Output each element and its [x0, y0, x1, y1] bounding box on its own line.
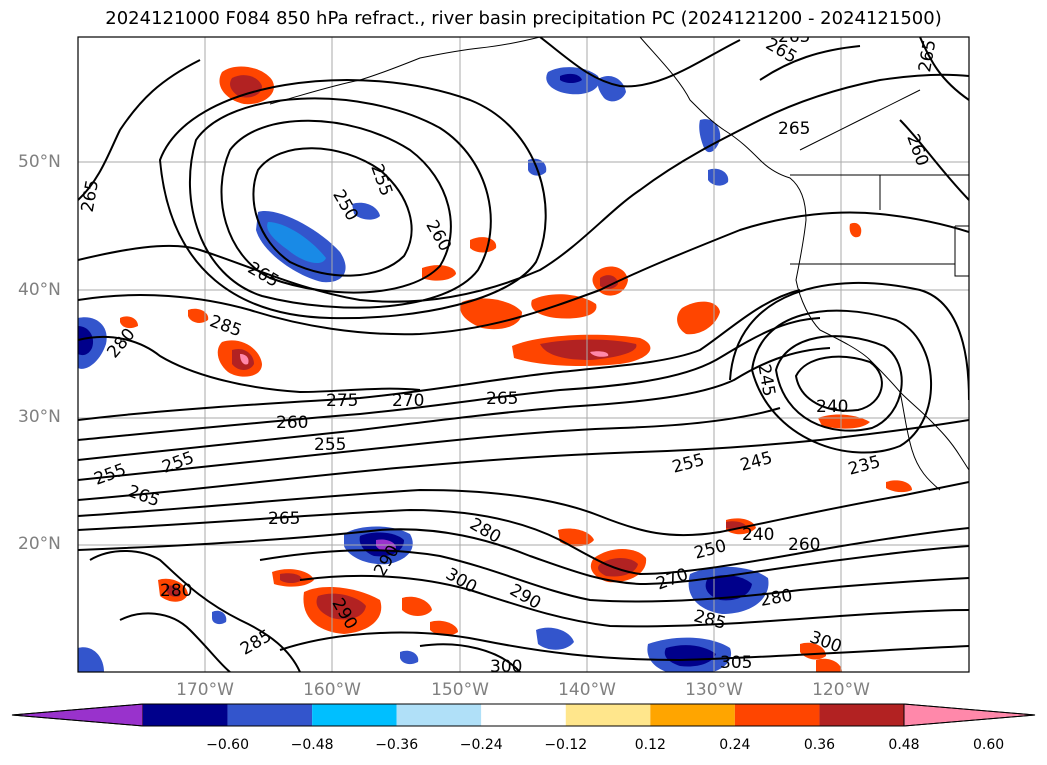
colorbar-tick-label: 0.60 [972, 737, 1005, 753]
coastlines [269, 37, 969, 491]
lon-label-130w: 130°W [685, 680, 743, 700]
colorbar-segment [650, 704, 735, 726]
contour-label: 270 [392, 391, 424, 411]
colorbar-tick-label: −0.24 [459, 737, 503, 753]
precip-shading [78, 66, 912, 672]
contour-label: 260 [788, 535, 820, 555]
contour-label: 305 [720, 653, 752, 673]
colorbar-tick-label: 0.48 [888, 737, 920, 753]
map-frame [77, 36, 970, 673]
contour-label: 265 [778, 119, 810, 139]
lon-label-120w: 120°W [812, 680, 870, 700]
lat-label-30n: 30°N [18, 407, 61, 427]
colorbar [11, 703, 1036, 727]
contour-label: 280 [160, 581, 192, 601]
contour-label: 265 [486, 389, 518, 409]
contour-label: 275 [326, 391, 358, 411]
colorbar-tick-label: 0.24 [719, 737, 751, 753]
colorbar-tick-label: −0.60 [206, 737, 249, 753]
colorbar-segment [819, 704, 904, 726]
colorbar-segment [565, 704, 651, 726]
colorbar-tick-label: 0.36 [803, 737, 836, 753]
colorbar-extend-high [903, 703, 1036, 727]
figure-title: 2024121000 F084 850 hPa refract., river … [105, 8, 942, 29]
colorbar-segment [481, 704, 566, 726]
colorbar-extend-low [11, 703, 144, 727]
contour-label: 240 [742, 525, 774, 545]
lon-label-150w: 150°W [431, 680, 489, 700]
contour-label: 255 [314, 435, 346, 455]
colorbar-outline [11, 703, 1036, 727]
colorbar-segment [143, 704, 228, 726]
colorbar-tick-label: −0.12 [544, 737, 588, 753]
lon-label-140w: 140°W [558, 680, 616, 700]
colorbar-tick-label: 0.12 [634, 737, 666, 753]
colorbar-segment [312, 704, 397, 726]
contour-label: 240 [816, 397, 848, 417]
lat-label-40n: 40°N [18, 280, 61, 300]
contour-label: 265 [268, 509, 300, 529]
lon-label-170w: 170°W [176, 680, 234, 700]
colorbar-segment [396, 704, 482, 726]
contour-label: 260 [276, 413, 308, 433]
colorbar-segment [227, 704, 313, 726]
contour-label: 265 [778, 27, 810, 47]
lat-label-50n: 50°N [18, 152, 61, 172]
lat-label-20n: 20°N [18, 534, 61, 554]
contour-label: 300 [490, 657, 522, 677]
colorbar-segment [734, 704, 820, 726]
colorbar-tick-label: −0.36 [375, 737, 419, 753]
refractivity-contours [78, 37, 969, 672]
lon-label-160w: 160°W [303, 680, 361, 700]
colorbar-tick-label: −0.48 [290, 737, 334, 753]
